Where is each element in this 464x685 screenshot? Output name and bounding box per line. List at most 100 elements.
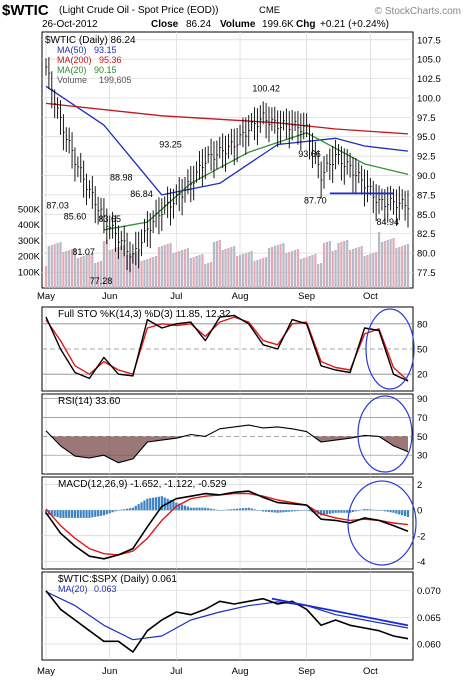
stochastic-y-tick-label: 80 (417, 319, 428, 330)
macd-histogram-bar (221, 509, 224, 511)
volume-bar (218, 240, 221, 288)
volume-bar (348, 250, 352, 288)
macd-histogram-bar (97, 510, 100, 517)
volume-bar (288, 252, 291, 288)
macd-histogram-bar (181, 504, 184, 511)
price-y-tick-label: 90.0 (417, 171, 436, 182)
rsi-y-tick-label: 50 (417, 432, 428, 443)
stochastic-y-tick-label: 50 (417, 345, 428, 356)
volume-bar (204, 264, 207, 288)
macd-histogram-bar (296, 510, 300, 511)
volume-bar (366, 255, 369, 288)
ratio-y-tick-label: 0.070 (417, 586, 441, 597)
volume-bar (209, 262, 213, 288)
volume-bar (88, 254, 91, 288)
macd-histogram-bar (395, 510, 398, 514)
macd-histogram-bar (375, 509, 378, 511)
macd-histogram-bar (241, 508, 245, 511)
volume-bar (53, 244, 56, 288)
ratio-title: $WTIC:$SPX (Daily) 0.061 (58, 574, 177, 585)
price-annotation-87.70: 87.70 (304, 195, 327, 205)
macd-histogram-bar (137, 504, 140, 511)
macd-histogram-bar (85, 510, 88, 518)
macd-histogram-bar (212, 509, 216, 511)
price-y-tick-label: 77.5 (417, 268, 436, 279)
volume-bar (354, 248, 357, 288)
macd-histogram-bar (302, 510, 305, 511)
macd-histogram-bar (267, 510, 271, 513)
macd-histogram-bar (70, 510, 74, 518)
macd-y-tick-label: 0 (417, 506, 422, 517)
macd-histogram-bar (314, 510, 317, 514)
macd-histogram-bar (140, 502, 143, 511)
macd-histogram-bar (154, 497, 158, 511)
x-tick-label-jun: Jun (102, 291, 117, 302)
macd-histogram-bar (169, 500, 172, 511)
x-tick-label-sep: Sep (298, 291, 315, 302)
volume-bar (386, 240, 389, 288)
price-annotation-81.07: 81.07 (72, 247, 95, 257)
volume-bar (398, 247, 401, 288)
volume-bar (169, 243, 172, 288)
volume-bar (207, 263, 210, 288)
volume-bar (305, 257, 308, 288)
macd-histogram-bar (120, 509, 123, 511)
rsi-oversold-fill (46, 436, 408, 463)
price-annotation-85.60: 85.60 (64, 212, 87, 222)
symbol: $WTIC (2, 2, 49, 19)
price-annotation-93.66: 93.66 (298, 149, 321, 159)
macd-histogram-bar (372, 509, 375, 511)
macd-histogram-bar (276, 510, 279, 513)
stochastic-y-tick-label: 20 (417, 370, 428, 381)
volume-bar (215, 241, 218, 288)
volume-bar (241, 254, 245, 288)
macd-histogram-bar (114, 510, 117, 512)
volume-bar (62, 252, 65, 288)
macd-histogram-bar (73, 510, 77, 518)
x-tick-label-bottom-may: May (37, 666, 55, 677)
price-y-tick-label: 97.5 (417, 113, 436, 124)
price-annotation-83.65: 83.65 (98, 214, 121, 224)
price-y-tick-label: 87.5 (417, 190, 436, 201)
ratio-line (45, 590, 409, 653)
macd-histogram-bar (262, 510, 265, 512)
macd-histogram-bar (68, 510, 71, 518)
volume-bar (143, 260, 146, 288)
macd-histogram-bar (56, 510, 59, 518)
ratio-ma-line (45, 591, 409, 641)
macd-title: MACD(12,26,9) -1.652, -1.122, -0.529 (58, 479, 227, 490)
volume-bar (224, 249, 227, 288)
x-tick-label-bottom-oct: Oct (363, 666, 378, 677)
volume-bar (189, 258, 192, 288)
macd-histogram-bar (44, 510, 48, 515)
volume-bar (320, 263, 323, 288)
macd-histogram-bar (299, 510, 302, 511)
watermark: © StockCharts.com (375, 6, 461, 17)
volume-bar (183, 249, 187, 288)
close-value: 86.24 (186, 19, 211, 30)
macd-histogram-bar (279, 510, 282, 513)
macd-histogram-bar (351, 510, 355, 513)
macd-histogram-bar (256, 509, 259, 511)
macd-histogram-bar (163, 497, 166, 511)
volume-bar (406, 244, 410, 288)
volume-bar (270, 247, 273, 288)
x-tick-label-bottom-aug: Aug (232, 666, 249, 677)
macd-histogram-bar (363, 508, 366, 511)
volume-bar (395, 248, 398, 288)
volume-bar (346, 240, 349, 288)
macd-histogram-bar (383, 510, 386, 512)
macd-histogram-bar (334, 510, 337, 513)
macd-histogram-bar (157, 496, 161, 511)
volume-bar (131, 253, 134, 288)
macd-y-tick-label: -2 (417, 531, 425, 542)
volume-bar (175, 252, 178, 288)
rsi-panel (41, 393, 414, 475)
ma20-legend-value: 90.15 (94, 65, 117, 75)
volume-bar (244, 253, 247, 288)
macd-histogram-bar (128, 508, 132, 511)
volume-bar (256, 260, 259, 288)
volume-bar (291, 251, 294, 288)
volume-bar (262, 258, 265, 288)
